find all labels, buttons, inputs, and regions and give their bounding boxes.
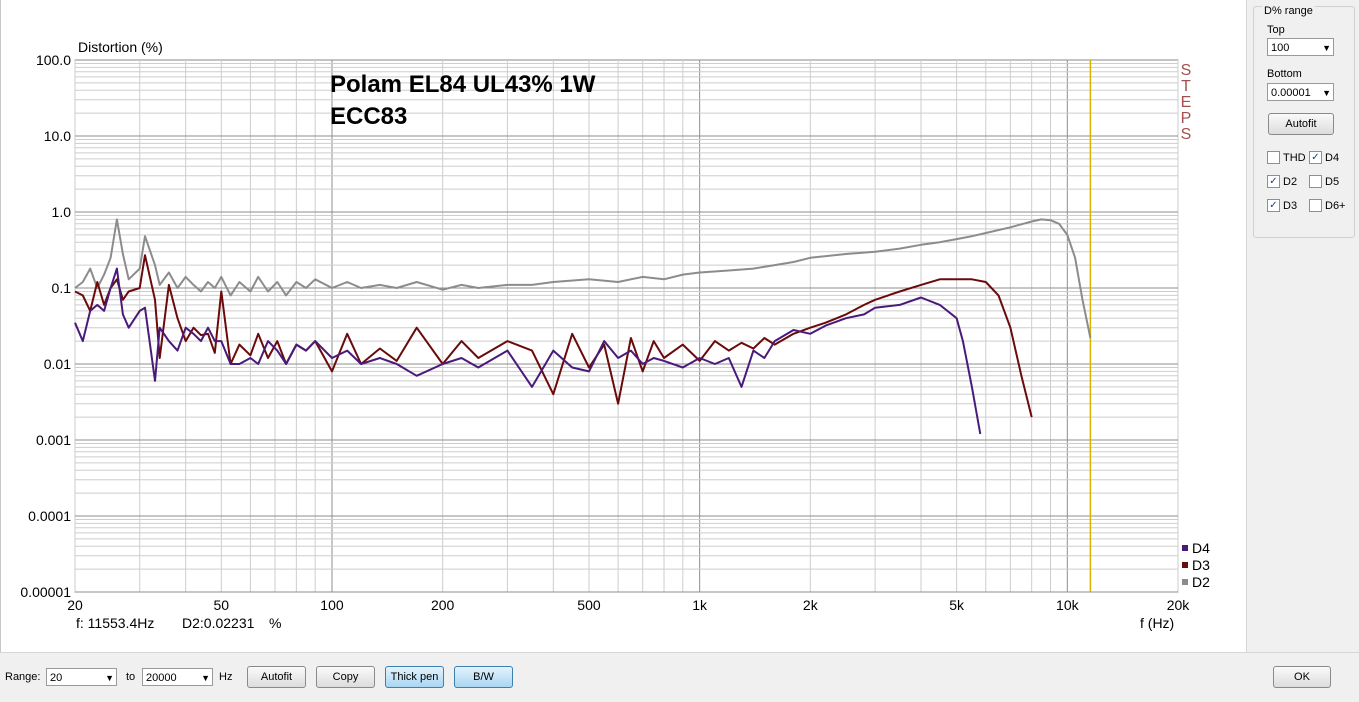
- chevron-down-icon: ▼: [1322, 88, 1331, 98]
- bottom-toolbar: Range: 20 ▼ to 20000 ▼ Hz Autofit Copy T…: [0, 652, 1359, 702]
- bottom-select-value: 0.00001: [1271, 87, 1311, 99]
- top-select[interactable]: 100 ▼: [1267, 38, 1334, 56]
- copy-button[interactable]: Copy: [316, 666, 375, 688]
- cursor-readout-freq: f: 11553.4Hz: [76, 615, 154, 631]
- d-range-group: D% range Top 100 ▼ Bottom 0.00001 ▼ Auto…: [1253, 5, 1355, 238]
- check-icon: ✓: [1309, 151, 1322, 164]
- x-tick-label: 5k: [949, 597, 965, 613]
- x-tick-label: 200: [431, 597, 455, 613]
- chevron-down-icon: ▼: [201, 673, 210, 683]
- y-tick-label: 0.001: [36, 432, 71, 448]
- x-tick-label: 1k: [692, 597, 708, 613]
- range-label: Range:: [5, 671, 41, 683]
- x-tick-label: 20: [67, 597, 83, 613]
- y-tick-label: 100.0: [36, 52, 71, 68]
- y-tick-label: 0.1: [52, 280, 72, 296]
- y-tick-label: 0.00001: [20, 584, 71, 600]
- range-from-value: 20: [50, 672, 63, 684]
- bottom-select[interactable]: 0.00001 ▼: [1267, 83, 1334, 101]
- chart-title: Polam EL84 UL43% 1W: [330, 71, 596, 98]
- series-layer: [74, 218, 1092, 435]
- cursor-readout-value: D2:0.02231: [182, 615, 255, 631]
- series-line-d4: [74, 267, 982, 435]
- x-tick-label: 100: [320, 597, 344, 613]
- x-tick-label: 20k: [1167, 597, 1191, 613]
- series-line-d2: [74, 218, 1092, 339]
- d-range-title: D% range: [1262, 5, 1315, 17]
- to-label: to: [126, 671, 136, 683]
- distortion-chart: 20 50 100 200 500 1k 2k 5k 10k 20k 100.0 10.0 1.0 0.1…: [20, 39, 1210, 631]
- checkbox-box: [1309, 199, 1322, 212]
- x-tick-label: 10k: [1056, 597, 1080, 613]
- checkbox-d4[interactable]: ✓ D4: [1309, 151, 1339, 164]
- y-tick-label: 10.0: [44, 128, 71, 144]
- checkbox-box: [1267, 151, 1280, 164]
- bw-toggle[interactable]: B/W: [454, 666, 513, 688]
- legend-swatch: [1182, 579, 1188, 585]
- steps-letter: P: [1181, 110, 1192, 127]
- top-select-value: 100: [1271, 42, 1290, 54]
- check-icon: ✓: [1267, 175, 1280, 188]
- check-icon: ✓: [1267, 199, 1280, 212]
- ok-button[interactable]: OK: [1273, 666, 1331, 688]
- range-autofit-button[interactable]: Autofit: [1268, 113, 1334, 135]
- checkbox-thd-label: THD: [1283, 151, 1306, 164]
- steps-letter: S: [1181, 62, 1192, 79]
- top-label: Top: [1267, 24, 1285, 36]
- checkbox-d3-label: D3: [1283, 199, 1298, 212]
- thick-pen-toggle[interactable]: Thick pen: [385, 666, 444, 688]
- y-tick-label: 0.01: [44, 356, 71, 372]
- cursor-readout-unit: %: [269, 615, 281, 631]
- steps-letter: S: [1181, 126, 1192, 143]
- grid-layer: [74, 59, 1179, 593]
- checkbox-box: [1309, 175, 1322, 188]
- x-axis-title: f (Hz): [1140, 615, 1174, 631]
- checkbox-d2-label: D2: [1283, 175, 1298, 188]
- y-axis-title: Distortion (%): [78, 39, 163, 55]
- checkbox-d6plus-label: D6+: [1325, 199, 1346, 212]
- plot-area[interactable]: 20 50 100 200 500 1k 2k 5k 10k 20k 100.0 10.0 1.0 0.1…: [0, 0, 1238, 652]
- hz-label: Hz: [219, 671, 233, 683]
- range-to-value: 20000: [146, 672, 177, 684]
- chevron-down-icon: ▼: [105, 673, 114, 683]
- checkbox-d6plus[interactable]: D6+: [1309, 199, 1346, 212]
- right-panel: D% range Top 100 ▼ Bottom 0.00001 ▼ Auto…: [1246, 0, 1359, 652]
- checkbox-d5[interactable]: D5: [1309, 175, 1339, 188]
- y-tick-label: 1.0: [52, 204, 72, 220]
- legend-label: D4: [1192, 540, 1210, 556]
- checkbox-d2[interactable]: ✓ D2: [1267, 175, 1297, 188]
- chart-subtitle: ECC83: [330, 103, 407, 130]
- checkbox-thd[interactable]: THD: [1267, 151, 1306, 164]
- legend-label: D2: [1192, 574, 1210, 590]
- checkbox-d4-label: D4: [1325, 151, 1340, 164]
- x-tick-label: 500: [577, 597, 601, 613]
- x-tick-label: 2k: [803, 597, 819, 613]
- plot-frame: [74, 59, 1179, 593]
- legend-label: D3: [1192, 557, 1210, 573]
- x-tick-label: 50: [214, 597, 230, 613]
- autofit-button[interactable]: Autofit: [247, 666, 306, 688]
- steps-letter: E: [1181, 94, 1192, 111]
- legend-swatch: [1182, 562, 1188, 568]
- checkbox-d5-label: D5: [1325, 175, 1340, 188]
- range-to-select[interactable]: 20000 ▼: [142, 668, 213, 686]
- legend-swatch: [1182, 545, 1188, 551]
- bottom-label: Bottom: [1267, 68, 1302, 80]
- y-tick-label: 0.0001: [28, 508, 71, 524]
- checkbox-d3[interactable]: ✓ D3: [1267, 199, 1297, 212]
- steps-letter: T: [1181, 78, 1191, 95]
- range-from-select[interactable]: 20 ▼: [46, 668, 117, 686]
- tick-layer: 20 50 100 200 500 1k 2k 5k 10k 20k 100.0 10.0 1.0 0.1…: [20, 52, 1190, 613]
- chevron-down-icon: ▼: [1322, 43, 1331, 53]
